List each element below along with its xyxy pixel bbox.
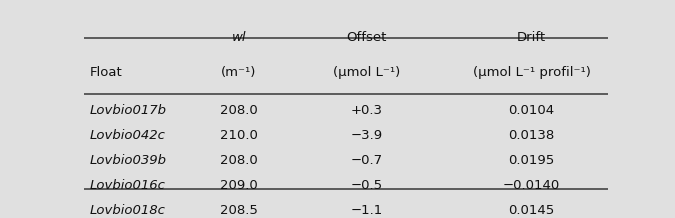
- Text: 0.0138: 0.0138: [508, 129, 555, 142]
- Text: −0.7: −0.7: [351, 154, 383, 167]
- Text: 209.0: 209.0: [220, 179, 258, 192]
- Text: 0.0195: 0.0195: [508, 154, 555, 167]
- Text: Drift: Drift: [517, 31, 546, 44]
- Text: Offset: Offset: [347, 31, 387, 44]
- Text: 0.0104: 0.0104: [508, 104, 555, 117]
- Text: (μmol L⁻¹ profil⁻¹): (μmol L⁻¹ profil⁻¹): [472, 66, 591, 79]
- Text: −0.5: −0.5: [351, 179, 383, 192]
- Text: (μmol L⁻¹): (μmol L⁻¹): [333, 66, 400, 79]
- Text: −3.9: −3.9: [351, 129, 383, 142]
- Text: (m⁻¹): (m⁻¹): [221, 66, 256, 79]
- Text: wl: wl: [232, 31, 246, 44]
- Text: 208.5: 208.5: [220, 204, 258, 217]
- Text: 0.0145: 0.0145: [508, 204, 555, 217]
- Text: 210.0: 210.0: [220, 129, 258, 142]
- Text: +0.3: +0.3: [351, 104, 383, 117]
- Text: −1.1: −1.1: [351, 204, 383, 217]
- Text: Lovbio042c: Lovbio042c: [90, 129, 165, 142]
- Text: Lovbio018c: Lovbio018c: [90, 204, 165, 217]
- Text: 208.0: 208.0: [220, 104, 258, 117]
- Text: Float: Float: [90, 66, 122, 79]
- Text: −0.0140: −0.0140: [503, 179, 560, 192]
- Text: Lovbio016c: Lovbio016c: [90, 179, 165, 192]
- Text: 208.0: 208.0: [220, 154, 258, 167]
- Text: Lovbio039b: Lovbio039b: [90, 154, 167, 167]
- Text: Lovbio017b: Lovbio017b: [90, 104, 167, 117]
